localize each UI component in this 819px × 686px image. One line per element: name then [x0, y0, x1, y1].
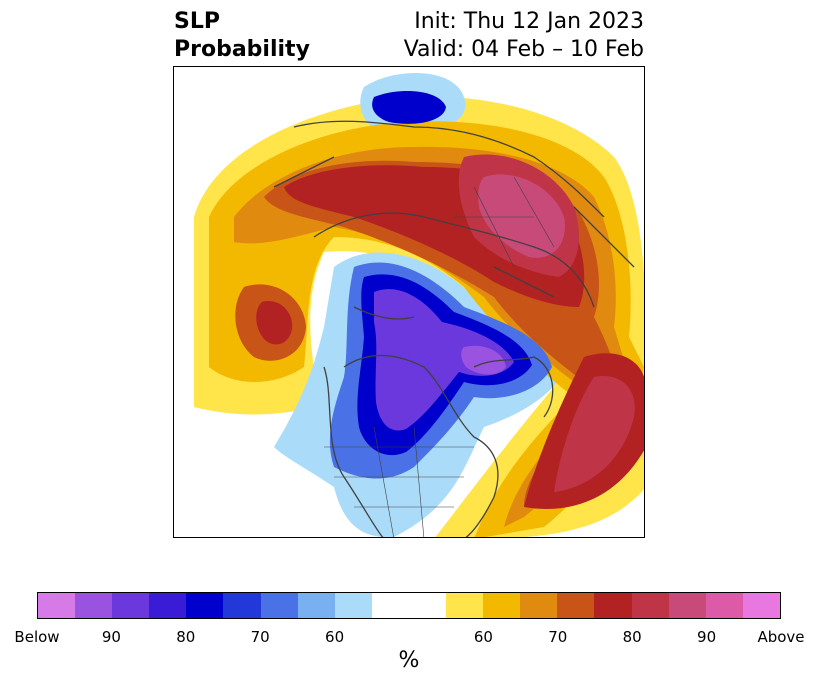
colorbar-segment — [742, 593, 780, 618]
colorbar-segment — [75, 593, 113, 618]
colorbar-tick-label: 80 — [622, 628, 642, 646]
colorbar-segment — [112, 593, 150, 618]
atlantic-above-90 — [554, 376, 635, 492]
colorbar-tick-label: 70 — [548, 628, 568, 646]
colorbar-segment — [483, 593, 521, 618]
colorbar-segment — [631, 593, 669, 618]
colorbar-segment — [371, 593, 447, 618]
below-70-top — [372, 91, 446, 124]
init-date: Init: Thu 12 Jan 2023 — [414, 9, 644, 34]
colorbar-segment — [186, 593, 224, 618]
date-info: Init: Thu 12 Jan 2023 Valid: 04 Feb – 10… — [404, 8, 644, 64]
colorbar-tick-label: 90 — [697, 628, 717, 646]
colorbar-segment — [668, 593, 706, 618]
colorbar — [37, 592, 781, 619]
colorbar-segment — [705, 593, 743, 618]
colorbar-segment — [149, 593, 187, 618]
title-line-2: Probability — [174, 37, 310, 62]
colorbar-tick-label: 60 — [325, 628, 345, 646]
below-80-region — [374, 289, 514, 431]
colorbar-segment — [334, 593, 372, 618]
colorbar-segment — [520, 593, 558, 618]
valid-date: Valid: 04 Feb – 10 Feb — [403, 37, 644, 62]
colorbar-segment — [38, 593, 76, 618]
borders — [324, 176, 555, 537]
colorbar-tick-label: 90 — [101, 628, 121, 646]
colorbar-segment — [297, 593, 335, 618]
colorbar-segment — [223, 593, 261, 618]
colorbar-tick-label: 70 — [250, 628, 270, 646]
pacific-above-90 — [256, 301, 293, 345]
title-line-1: SLP — [174, 9, 220, 34]
colorbar-segment — [446, 593, 484, 618]
colorbar-tick-label: 60 — [473, 628, 493, 646]
colorbar-tick-label: Below — [14, 628, 60, 646]
colorbar-segment — [260, 593, 298, 618]
probability-map — [173, 66, 645, 538]
colorbar-tick-label: 80 — [176, 628, 196, 646]
below-90-region — [461, 345, 506, 375]
map-svg — [194, 73, 644, 537]
colorbar-unit: % — [398, 648, 420, 673]
colorbar-tick-label: Above — [757, 628, 805, 646]
colorbar-segment — [557, 593, 595, 618]
colorbar-segment — [594, 593, 632, 618]
coastlines — [273, 120, 635, 537]
plot-title: SLP Probability — [174, 8, 310, 64]
